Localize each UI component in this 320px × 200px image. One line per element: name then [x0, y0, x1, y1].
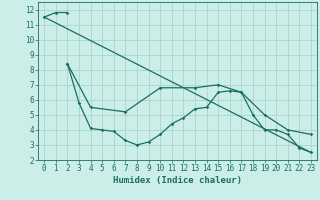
X-axis label: Humidex (Indice chaleur): Humidex (Indice chaleur) — [113, 176, 242, 185]
